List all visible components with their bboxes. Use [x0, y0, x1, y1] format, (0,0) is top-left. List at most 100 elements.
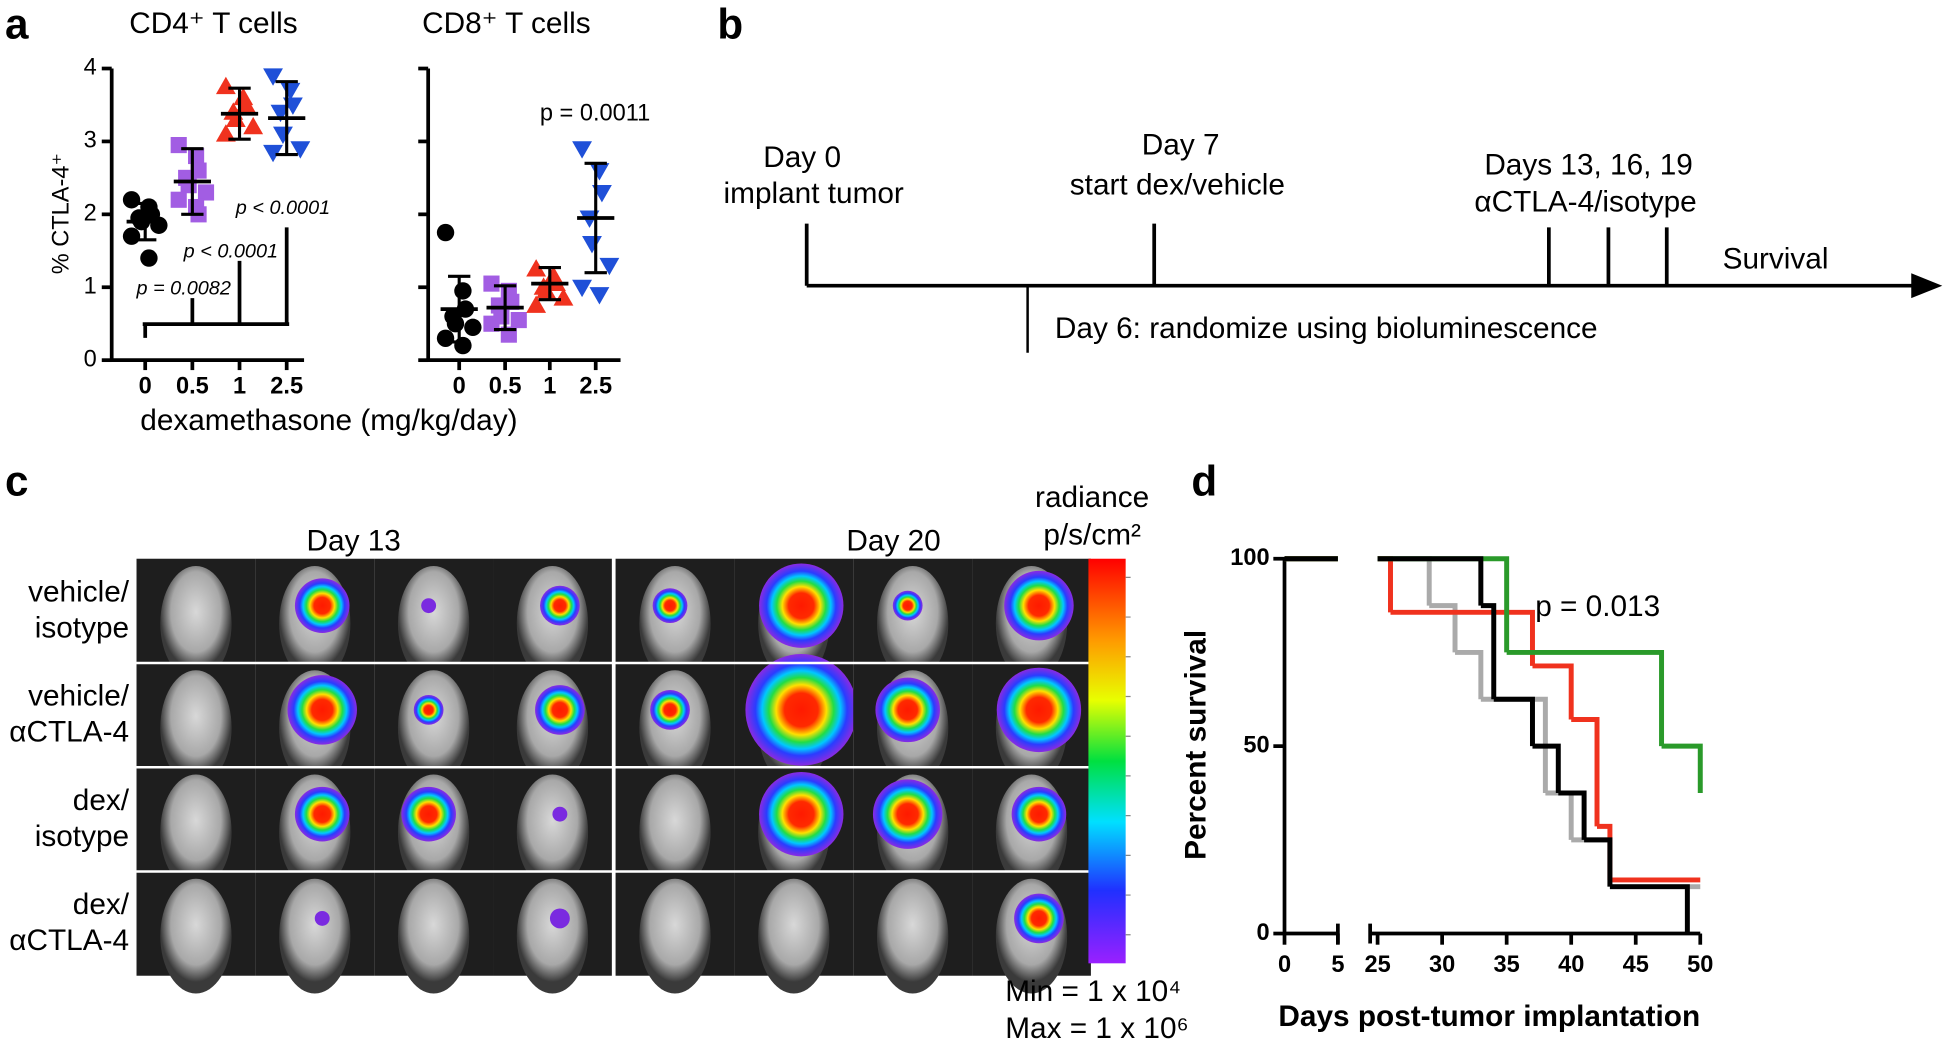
data-point	[197, 184, 215, 201]
data-point	[589, 287, 610, 305]
data-point	[150, 216, 168, 234]
y-tick-label: 1	[84, 272, 97, 298]
mouse	[758, 878, 830, 994]
survival-step	[1584, 837, 1613, 887]
x-tick-label: 0	[139, 373, 152, 399]
mouse	[639, 774, 711, 890]
data-point	[263, 68, 283, 86]
signal	[650, 690, 690, 730]
event-label: Day 6: randomize using bioluminescence	[1055, 312, 1598, 345]
row-label: vehicle/	[28, 680, 130, 713]
row-label: isotype	[35, 611, 129, 644]
data-point	[553, 288, 574, 306]
signal	[759, 771, 844, 857]
survival-step	[1532, 743, 1561, 793]
row-label: dex/	[73, 888, 130, 921]
x-tick-label: 30	[1429, 951, 1455, 977]
survival-step	[1429, 603, 1458, 653]
signal	[294, 786, 350, 842]
survival-step	[1284, 556, 1510, 653]
row-label: isotype	[35, 820, 129, 853]
data-point	[436, 223, 455, 242]
data-point	[190, 162, 207, 179]
mouse	[397, 670, 470, 785]
signal	[1011, 786, 1067, 842]
survival-step	[1571, 837, 1613, 887]
signal	[745, 654, 858, 766]
event-label: Days 13, 16, 19	[1484, 148, 1693, 181]
event-label: start dex/vehicle	[1070, 168, 1285, 201]
signal	[535, 685, 585, 735]
data-point	[526, 295, 547, 313]
data-point	[140, 249, 158, 267]
signal	[287, 675, 357, 745]
x-tick-label: 0.5	[176, 373, 209, 399]
timeline: Day 0 implant tumor Day 7 start dex/vehi…	[724, 129, 1943, 353]
colorbar-min: Min = 1 x 10⁴	[1005, 975, 1181, 1008]
data-point	[526, 259, 547, 277]
data-point	[582, 236, 602, 254]
p-value: p < 0.0001	[183, 240, 278, 262]
data-point	[446, 315, 465, 333]
data-point	[122, 227, 141, 245]
signal	[872, 779, 943, 849]
survival-step	[1609, 884, 1690, 934]
data-point	[483, 315, 500, 332]
survival-step	[1545, 790, 1574, 840]
x-tick-label: 45	[1623, 951, 1649, 977]
mouse	[397, 566, 470, 681]
survival-step	[1532, 663, 1574, 720]
survival-step	[1284, 556, 1432, 606]
data-point	[170, 137, 187, 154]
p-value: p = 0.013	[1535, 590, 1660, 623]
event-label: implant tumor	[724, 177, 904, 210]
chart-title: CD8⁺ T cells	[422, 7, 590, 40]
data-point	[454, 282, 472, 300]
x-axis-label: Days post-tumor implantation	[1278, 1000, 1700, 1033]
x-tick-label: 50	[1687, 951, 1713, 977]
p-value: p = 0.0011	[540, 100, 650, 126]
data-point	[263, 144, 283, 163]
data-point	[170, 191, 187, 208]
survival-step	[1493, 696, 1535, 747]
x-tick-label: 40	[1558, 951, 1584, 977]
survival-step	[1284, 556, 1484, 606]
colorbar	[1088, 558, 1126, 964]
timeline-axis	[804, 223, 1918, 288]
signal	[552, 806, 568, 822]
y-tick-label: 100	[1230, 544, 1269, 570]
data-point	[290, 141, 311, 159]
mouse	[160, 878, 232, 994]
panel-label: d	[1191, 457, 1217, 504]
x-tick-label: 0	[1278, 951, 1291, 977]
data-point	[122, 191, 141, 209]
mouse	[516, 878, 589, 994]
mouse	[639, 878, 711, 994]
row-label: αCTLA-4	[9, 716, 129, 749]
survival-step	[1661, 743, 1703, 793]
p-value: p = 0.0082	[136, 278, 231, 300]
imaging-grid	[136, 558, 1093, 994]
colorbar-title: radiance	[1035, 481, 1149, 514]
signal	[540, 585, 580, 626]
signal	[1004, 570, 1074, 641]
column-label: Day 20	[846, 524, 940, 557]
survival-step	[1571, 717, 1600, 827]
y-axis-label: Percent survival	[1179, 630, 1212, 860]
signal	[892, 590, 923, 621]
data-point	[599, 257, 620, 276]
survival-step	[1480, 603, 1497, 700]
event-label: αCTLA-4/isotype	[1474, 186, 1696, 219]
mouse	[160, 566, 232, 681]
signal	[652, 588, 688, 624]
data-point	[454, 336, 472, 355]
y-tick-label: 50	[1243, 731, 1269, 757]
signal	[875, 677, 940, 743]
x-tick-label: 35	[1494, 951, 1520, 977]
data-point	[572, 141, 592, 159]
data-point	[510, 311, 527, 329]
event-label: Survival	[1723, 243, 1829, 276]
y-tick-label: 2	[84, 200, 97, 226]
signal	[759, 563, 844, 648]
mouse	[877, 566, 949, 681]
